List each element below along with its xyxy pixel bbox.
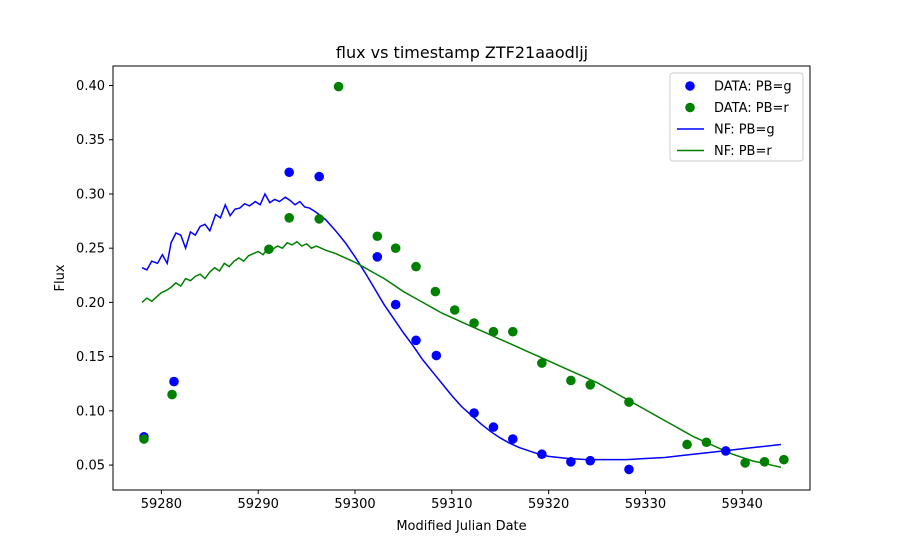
- data-point-data-pb-g: [372, 252, 383, 262]
- data-point-data-pb-g: [508, 434, 518, 444]
- data-point-data-pb-r: [701, 437, 712, 448]
- data-point-data-pb-r: [284, 213, 294, 223]
- data-point-data-pb-g: [566, 457, 576, 467]
- y-tick-label: 0.40: [76, 79, 105, 94]
- data-point-data-pb-g: [169, 376, 179, 387]
- legend-label: NF: PB=r: [714, 144, 772, 159]
- legend-box: [669, 72, 804, 162]
- x-tick-label: 59320: [528, 497, 569, 512]
- data-point-data-pb-r: [566, 375, 576, 386]
- data-point-data-pb-r: [624, 397, 634, 407]
- y-tick-label: 0.10: [76, 404, 105, 419]
- legend-label: DATA: PB=r: [714, 101, 789, 116]
- y-tick-label: 0.35: [76, 133, 105, 148]
- data-point-data-pb-r: [585, 380, 596, 390]
- data-point-data-pb-g: [314, 171, 325, 182]
- data-point-data-pb-g: [390, 299, 401, 310]
- data-point-data-pb-r: [449, 305, 460, 315]
- plot-frame: [112, 65, 811, 491]
- legend-marker: [685, 102, 695, 113]
- data-point-data-pb-r: [430, 286, 441, 297]
- data-point-data-pb-r: [469, 318, 479, 328]
- y-tick-label: 0.15: [76, 350, 105, 365]
- x-axis-label: Modified Julian Date: [396, 519, 526, 534]
- data-point-data-pb-r: [390, 243, 401, 253]
- data-point-data-pb-r: [779, 454, 789, 465]
- data-point-data-pb-g: [284, 167, 294, 178]
- legend: DATA: PB=g DATA: PB=r NF: PB=g NF: PB=r: [669, 72, 804, 162]
- y-tick-label: 0.30: [76, 187, 105, 202]
- axes: 59280 59290 59300 59310 59320 59330 59340 0.05 0…: [76, 79, 763, 512]
- data-point-data-pb-r: [314, 214, 325, 224]
- x-tick-label: 59280: [141, 497, 182, 512]
- y-tick-label: 0.05: [76, 459, 105, 474]
- data-point-data-pb-r: [411, 261, 421, 272]
- data-point-data-pb-g: [488, 422, 499, 432]
- data-point-data-pb-r: [333, 81, 344, 92]
- legend-label: DATA: PB=g: [714, 80, 792, 95]
- data-point-data-pb-r: [740, 458, 750, 468]
- y-axis-label: Flux: [53, 264, 68, 291]
- series-line-nf-pb-r: [141, 240, 782, 468]
- data-point-data-pb-g: [411, 335, 421, 346]
- data-point-data-pb-r: [759, 457, 770, 467]
- data-point-data-pb-r: [488, 326, 499, 337]
- data-point-data-pb-r: [167, 389, 177, 400]
- data-point-data-pb-r: [537, 358, 547, 368]
- data-point-data-pb-r: [372, 231, 383, 242]
- data-point-data-pb-g: [431, 350, 442, 361]
- y-tick-label: 0.20: [76, 296, 105, 311]
- data-point-data-pb-r: [139, 434, 149, 444]
- plot-contents: [139, 81, 789, 475]
- x-tick-label: 59330: [625, 497, 666, 512]
- x-tick-label: 59290: [238, 497, 279, 512]
- data-point-data-pb-g: [624, 464, 634, 475]
- data-point-data-pb-r: [264, 244, 274, 255]
- legend-label: NF: PB=g: [714, 123, 775, 138]
- x-tick-label: 59310: [431, 497, 472, 512]
- data-point-data-pb-g: [720, 446, 731, 456]
- chart-title: flux vs timestamp ZTF21aaodljj: [336, 43, 588, 62]
- legend-marker: [685, 81, 695, 91]
- data-point-data-pb-g: [469, 408, 479, 418]
- data-point-data-pb-r: [682, 439, 692, 450]
- data-point-data-pb-g: [585, 455, 596, 466]
- x-tick-label: 59340: [722, 497, 763, 512]
- data-point-data-pb-r: [508, 326, 518, 337]
- y-tick-label: 0.25: [76, 242, 105, 257]
- x-tick-label: 59300: [334, 497, 375, 512]
- data-point-data-pb-g: [537, 449, 547, 460]
